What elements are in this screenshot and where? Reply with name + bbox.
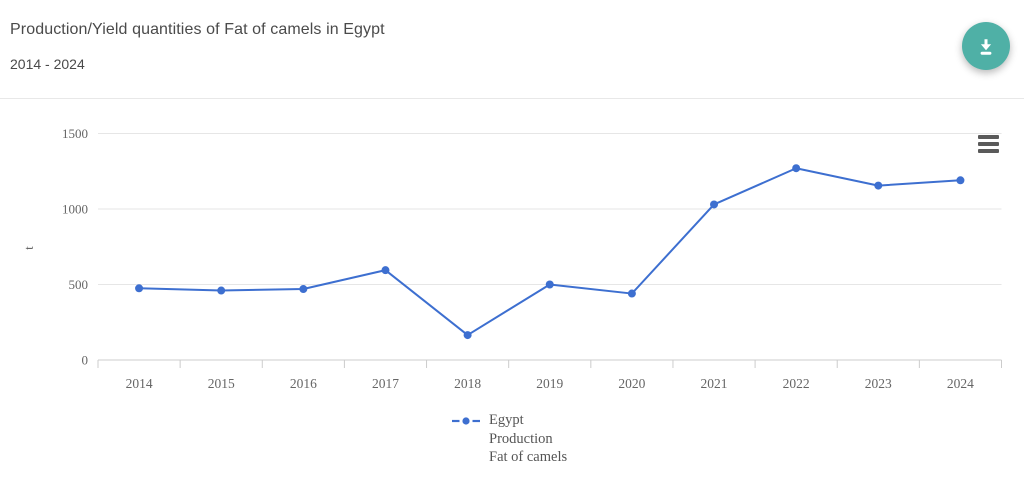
chart-context-menu-button[interactable]	[970, 128, 1006, 160]
hamburger-menu-icon	[977, 149, 999, 154]
data-point-2017[interactable]	[381, 266, 390, 275]
y-tick-label: 1000	[62, 202, 88, 217]
x-tick-label: 2020	[618, 376, 645, 391]
y-axis-title: t	[21, 246, 36, 250]
x-tick-label: 2024	[947, 376, 974, 391]
legend-line-element: Production	[489, 430, 553, 447]
y-tick-label: 0	[82, 353, 89, 368]
x-tick-label: 2016	[290, 376, 317, 391]
page-subtitle: 2014 - 2024	[10, 56, 85, 72]
download-icon	[980, 39, 992, 55]
series-line	[138, 167, 962, 337]
x-tick-label: 2021	[701, 376, 728, 391]
hamburger-menu-icon	[977, 134, 999, 139]
legend-series-marker-icon	[452, 417, 480, 425]
chart-container: 0 500 1000 1500 2014 2015 2016 2017 2018 2019 2020…	[0, 100, 1024, 489]
x-tick-label: 2017	[372, 376, 399, 391]
data-point-2020[interactable]	[627, 289, 636, 298]
data-point-2021[interactable]	[710, 200, 719, 209]
data-point-2019[interactable]	[545, 280, 554, 289]
line-chart: 0 500 1000 1500 2014 2015 2016 2017 2018 2019 2020…	[21, 126, 1002, 391]
legend-line-item: Fat of camels	[489, 449, 568, 465]
header-divider	[0, 98, 1024, 99]
download-button[interactable]	[962, 22, 1010, 70]
data-point-2015[interactable]	[217, 286, 226, 295]
x-tick-label: 2014	[126, 376, 153, 391]
x-tick-label: 2018	[454, 376, 481, 391]
data-point-2016[interactable]	[299, 285, 308, 294]
chart-legend-item[interactable]: Egypt Production Fat of camels	[452, 411, 567, 467]
y-tick-label: 1500	[62, 126, 88, 141]
hamburger-menu-icon	[977, 142, 999, 146]
page-title: Production/Yield quantities of Fat of ca…	[10, 21, 385, 38]
data-point-2023[interactable]	[874, 181, 883, 190]
data-point-2024[interactable]	[956, 176, 965, 185]
x-tick-label: 2022	[783, 376, 810, 391]
legend-line-country: Egypt	[489, 412, 524, 428]
data-point-2022[interactable]	[792, 164, 801, 173]
x-tick-label: 2023	[865, 376, 892, 391]
y-tick-label: 500	[69, 277, 89, 292]
data-point-2018[interactable]	[463, 331, 472, 340]
data-point-2014[interactable]	[135, 284, 144, 293]
x-tick-label: 2019	[536, 376, 563, 391]
x-tick-label: 2015	[208, 376, 235, 391]
legend-label: Egypt Production Fat of camels	[489, 411, 567, 467]
